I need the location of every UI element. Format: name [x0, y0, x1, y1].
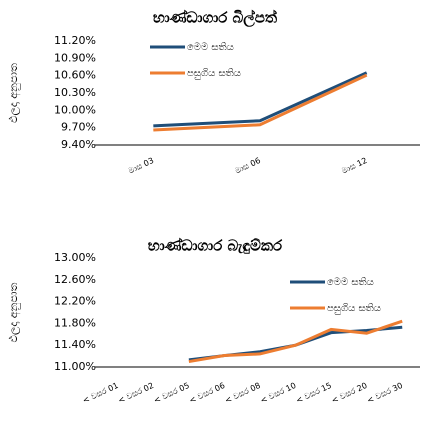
- y-tick-label: 13.00%: [54, 251, 96, 264]
- chart-title: භාණ්ඩාගාර බිල්පත්: [153, 8, 278, 27]
- chart-title: භාණ්ඩාගාර බැඳුම්කර: [148, 236, 283, 254]
- x-tick-label: මාස 12: [340, 156, 368, 176]
- x-tick-label: < වසර 06: [188, 381, 227, 405]
- x-tick-label: < වසර 02: [117, 381, 156, 405]
- legend-label: මෙම සතිය: [327, 277, 374, 288]
- x-tick-label: < වසර 05: [152, 381, 191, 405]
- legend-label: මෙම සතිය: [187, 42, 234, 53]
- y-tick-label: 10.00%: [54, 103, 96, 116]
- y-tick-label: 11.20%: [54, 34, 96, 47]
- y-tick-label: 11.80%: [54, 316, 96, 329]
- y-tick-label: 9.40%: [61, 138, 96, 151]
- y-axis-label: ඵලදා අනුපාත: [7, 282, 21, 342]
- x-tick-label: < වසර 15: [294, 381, 333, 405]
- y-tick-label: 11.40%: [54, 338, 96, 351]
- x-tick-label: මාස 06: [234, 156, 262, 176]
- y-tick-label: 9.70%: [61, 121, 96, 134]
- x-tick-label: < වසර 10: [259, 381, 298, 405]
- y-tick-label: 10.30%: [54, 86, 96, 99]
- y-tick-label: 12.20%: [54, 295, 96, 308]
- x-tick-label: මාස 03: [127, 156, 155, 176]
- y-tick-label: 12.60%: [54, 273, 96, 286]
- y-tick-label: 11.00%: [54, 360, 96, 373]
- x-tick-label: < වසර 08: [223, 381, 262, 405]
- y-tick-label: 10.90%: [54, 51, 96, 64]
- line: [188, 319, 403, 364]
- legend-label: පසුගිය සතිය: [187, 68, 241, 79]
- x-tick-label: < වසර 01: [81, 381, 120, 405]
- line: [153, 73, 368, 132]
- y-axis-label: ඵලදා අනුපාත: [7, 63, 21, 123]
- x-tick-label: < වසර 20: [330, 381, 369, 405]
- line: [153, 71, 368, 128]
- x-tick-label: < වසර 30: [366, 381, 405, 405]
- y-tick-label: 10.60%: [54, 69, 96, 82]
- legend-label: පසුගිය සතිය: [327, 303, 381, 314]
